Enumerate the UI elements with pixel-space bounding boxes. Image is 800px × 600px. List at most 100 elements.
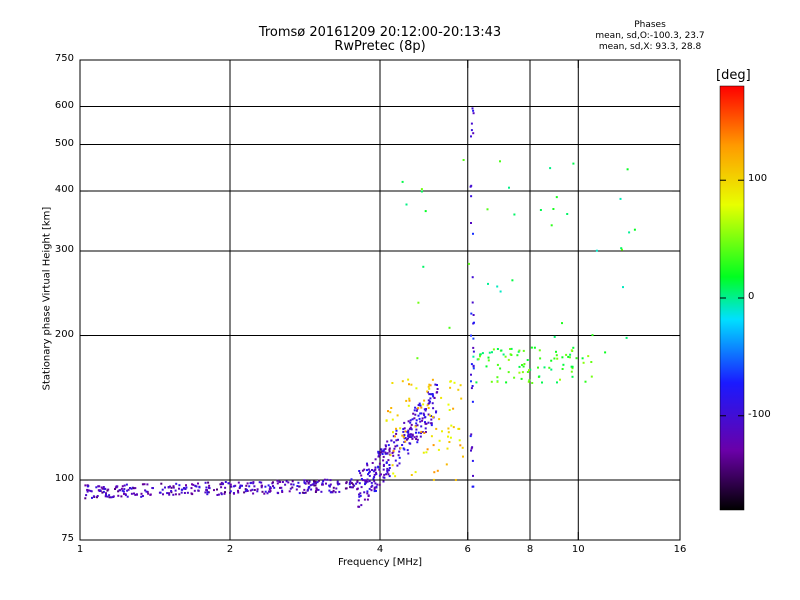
data-point — [281, 481, 284, 483]
data-point — [323, 478, 326, 481]
data-point — [378, 474, 381, 477]
data-point — [132, 487, 135, 490]
data-point — [322, 480, 325, 483]
data-point — [429, 393, 432, 396]
data-point — [402, 428, 405, 430]
chart-title: Tromsø 20161209 20:12:00-20:13:43 — [258, 25, 502, 40]
data-point — [276, 479, 279, 482]
data-point — [424, 409, 427, 412]
data-point — [561, 322, 563, 325]
data-point — [373, 488, 376, 491]
data-point — [421, 431, 424, 433]
data-point — [458, 427, 461, 430]
data-point — [479, 353, 482, 356]
data-point — [170, 491, 173, 494]
data-point — [487, 282, 489, 285]
data-point — [86, 485, 89, 488]
data-point — [430, 422, 433, 425]
data-point — [291, 486, 294, 489]
data-point — [192, 483, 195, 486]
data-point — [537, 366, 539, 369]
data-point — [415, 409, 418, 412]
data-point — [329, 483, 332, 486]
data-point — [555, 196, 558, 199]
data-point — [367, 494, 370, 497]
data-point — [417, 404, 420, 407]
data-point — [191, 493, 194, 496]
data-point — [393, 447, 396, 450]
data-point — [590, 375, 593, 378]
data-point — [116, 485, 119, 488]
data-point — [350, 482, 353, 485]
data-point — [204, 491, 207, 494]
data-point — [385, 419, 388, 422]
data-point — [370, 489, 373, 492]
data-point — [164, 486, 166, 489]
data-point — [335, 487, 338, 490]
data-point — [568, 356, 571, 359]
x-tick-label-1: 1 — [76, 544, 84, 555]
data-point — [366, 478, 369, 481]
data-point — [178, 484, 181, 487]
data-point — [436, 469, 439, 472]
colorbar-unit: [deg] — [716, 68, 751, 83]
data-point — [424, 416, 427, 419]
data-point — [470, 135, 472, 138]
data-point — [267, 484, 270, 487]
data-point — [470, 380, 472, 383]
data-point — [253, 489, 256, 491]
phase-stats: Phases mean, sd,O:-100.3, 23.7 mean, sd,… — [570, 20, 730, 53]
data-point — [367, 473, 369, 476]
data-point — [392, 449, 395, 452]
data-point — [224, 491, 226, 494]
data-point — [595, 249, 598, 252]
data-point — [396, 414, 399, 417]
data-point — [208, 484, 211, 487]
data-point — [401, 180, 404, 183]
data-point — [366, 480, 369, 483]
data-point — [309, 484, 312, 487]
data-point — [289, 487, 292, 490]
data-point — [295, 488, 298, 491]
data-point — [297, 481, 300, 484]
data-point — [408, 427, 411, 430]
data-point — [306, 480, 308, 483]
data-point — [207, 491, 210, 494]
data-point — [472, 232, 474, 235]
data-point — [470, 387, 473, 390]
data-point — [410, 428, 413, 431]
data-point — [416, 441, 419, 444]
data-point — [394, 459, 397, 462]
data-point — [382, 459, 385, 462]
y-tick-label-750: 750 — [54, 53, 74, 64]
data-point — [440, 396, 443, 399]
data-point — [172, 493, 175, 496]
data-point — [475, 381, 478, 384]
data-point — [373, 480, 376, 483]
data-point — [562, 363, 565, 366]
data-point — [317, 488, 320, 491]
data-point — [414, 413, 417, 416]
data-point — [149, 493, 152, 496]
data-point — [308, 480, 311, 483]
data-point — [134, 493, 137, 496]
data-point — [429, 414, 432, 417]
data-point — [101, 487, 104, 490]
data-point — [363, 468, 366, 471]
data-point — [370, 485, 373, 488]
data-point — [391, 452, 394, 454]
data-point — [249, 482, 252, 485]
data-point — [541, 381, 543, 384]
data-point — [279, 481, 282, 483]
data-point — [487, 356, 490, 359]
data-point — [499, 160, 501, 163]
data-point — [556, 381, 558, 384]
phase-o-stats: mean, sd,O:-100.3, 23.7 — [595, 31, 705, 41]
data-point — [569, 353, 572, 356]
data-point — [386, 440, 389, 443]
data-point — [328, 489, 331, 492]
data-point — [185, 484, 187, 487]
data-point — [410, 436, 413, 439]
data-point — [382, 455, 385, 458]
data-point — [423, 399, 426, 402]
